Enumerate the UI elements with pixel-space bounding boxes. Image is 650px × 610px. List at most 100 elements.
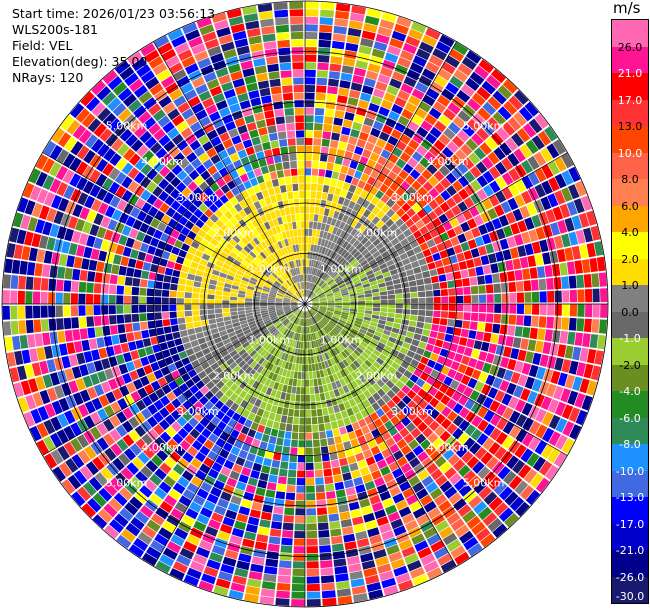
velocity-gate	[256, 217, 264, 226]
velocity-gate	[378, 353, 388, 361]
velocity-gate	[350, 82, 363, 92]
colorbar-segment: 10.0	[612, 126, 648, 160]
velocity-gate	[116, 438, 129, 452]
colorbar-segment: -6.0	[612, 391, 648, 425]
velocity-gate	[356, 163, 366, 173]
velocity-gate	[237, 297, 245, 301]
velocity-gate	[307, 282, 310, 290]
velocity-gate	[321, 400, 327, 408]
velocity-gate	[305, 432, 313, 440]
velocity-gate	[306, 289, 309, 297]
velocity-gate	[209, 213, 219, 223]
velocity-gate	[261, 290, 269, 295]
velocity-gate	[185, 133, 197, 145]
velocity-gate	[469, 166, 482, 179]
velocity-gate	[101, 315, 110, 326]
velocity-gate	[402, 293, 411, 299]
velocity-gate	[238, 449, 248, 459]
velocity-gate	[238, 360, 247, 368]
velocity-gate	[290, 331, 295, 339]
velocity-gate	[217, 371, 227, 380]
velocity-gate	[514, 194, 526, 208]
velocity-gate	[135, 339, 144, 349]
velocity-gate	[324, 116, 334, 125]
velocity-gate	[370, 338, 379, 345]
velocity-gate	[124, 72, 139, 87]
velocity-gate	[522, 123, 537, 138]
velocity-gate	[420, 264, 429, 272]
velocity-gate	[229, 216, 238, 226]
velocity-gate	[252, 304, 260, 307]
velocity-gate	[319, 346, 324, 354]
velocity-gate	[153, 35, 170, 49]
velocity-gate	[203, 566, 219, 578]
velocity-gate	[324, 248, 330, 256]
velocity-gate	[341, 313, 349, 318]
colorbar-tick-label: -30.0	[615, 590, 645, 603]
velocity-gate	[220, 362, 229, 371]
velocity-gate	[195, 380, 205, 390]
velocity-gate	[276, 293, 284, 297]
velocity-gate	[158, 134, 171, 147]
velocity-gate	[247, 222, 255, 231]
velocity-gate	[423, 350, 432, 359]
velocity-gate	[268, 71, 280, 80]
velocity-gate	[311, 297, 319, 301]
velocity-gate	[381, 394, 391, 404]
velocity-gate	[538, 460, 553, 476]
velocity-gate	[316, 312, 323, 318]
velocity-gate	[364, 293, 373, 298]
velocity-gate	[261, 465, 271, 474]
velocity-gate	[320, 263, 326, 271]
velocity-gate	[544, 265, 553, 278]
velocity-gate	[292, 378, 298, 387]
velocity-gate	[326, 311, 334, 315]
velocity-gate	[92, 492, 107, 508]
velocity-gate	[72, 124, 87, 140]
velocity-gate	[43, 191, 56, 207]
velocity-gate	[262, 33, 276, 43]
velocity-gate	[332, 373, 339, 381]
velocity-gate	[173, 152, 185, 164]
velocity-gate	[404, 145, 415, 157]
velocity-gate	[165, 426, 177, 438]
velocity-gate	[324, 422, 332, 431]
velocity-gate	[26, 262, 36, 276]
velocity-gate	[204, 401, 214, 411]
velocity-gate	[238, 266, 246, 273]
velocity-gate	[291, 306, 298, 310]
velocity-gate	[305, 183, 311, 191]
velocity-gate	[267, 125, 277, 134]
velocity-gate	[280, 391, 287, 400]
velocity-gate	[182, 209, 193, 220]
velocity-gate	[257, 322, 265, 328]
velocity-gate	[471, 349, 480, 359]
velocity-gate	[310, 309, 316, 315]
velocity-gate	[328, 78, 339, 87]
velocity-gate	[342, 182, 351, 191]
velocity-gate	[320, 281, 326, 288]
velocity-gate	[415, 219, 425, 229]
velocity-gate	[439, 526, 454, 539]
velocity-gate	[251, 556, 265, 566]
velocity-gate	[282, 384, 288, 393]
velocity-gate	[270, 405, 278, 414]
velocity-gate	[275, 24, 289, 33]
velocity-gate	[377, 424, 388, 435]
velocity-gate	[324, 352, 330, 360]
velocity-gate	[301, 236, 305, 244]
velocity-gate	[331, 397, 338, 406]
velocity-gate	[536, 266, 546, 278]
velocity-gate	[218, 571, 233, 582]
velocity-gate	[492, 377, 503, 389]
velocity-gate	[129, 370, 139, 381]
velocity-gate	[173, 95, 187, 108]
velocity-gate	[192, 345, 202, 354]
velocity-gate	[183, 389, 194, 399]
velocity-gate	[330, 202, 337, 211]
velocity-gate	[331, 285, 339, 291]
velocity-gate	[365, 304, 373, 308]
velocity-gate	[299, 318, 302, 326]
velocity-gate	[455, 149, 467, 162]
velocity-gate	[50, 416, 62, 431]
